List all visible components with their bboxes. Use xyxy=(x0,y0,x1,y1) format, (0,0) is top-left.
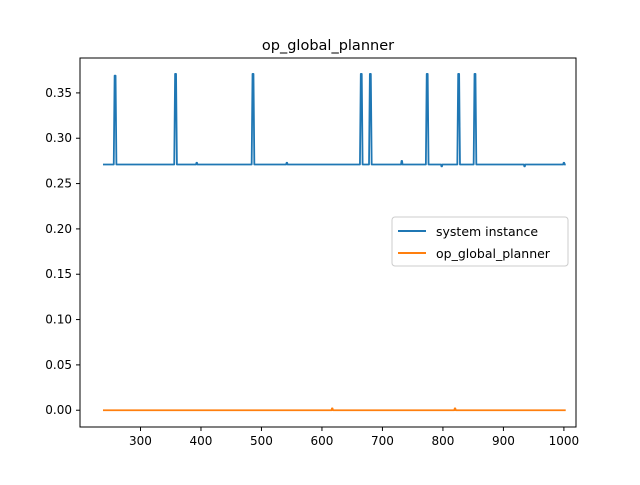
y-tick-label: 0.25 xyxy=(45,177,72,191)
legend-label-system-instance: system instance xyxy=(436,224,538,239)
y-tick-label: 0.20 xyxy=(45,222,72,236)
y-tick-label: 0.05 xyxy=(45,358,72,372)
x-tick-label: 900 xyxy=(492,434,515,448)
x-tick-label: 300 xyxy=(129,434,152,448)
x-tick-label: 600 xyxy=(310,434,333,448)
y-tick-label: 0.10 xyxy=(45,313,72,327)
y-tick-label: 0.35 xyxy=(45,86,72,100)
legend-label-op-global-planner: op_global_planner xyxy=(436,246,551,261)
x-tick-label: 700 xyxy=(371,434,394,448)
chart-title: op_global_planner xyxy=(262,38,394,54)
x-tick-label: 400 xyxy=(190,434,213,448)
y-tick-label: 0.15 xyxy=(45,267,72,281)
x-tick-label: 500 xyxy=(250,434,273,448)
y-tick-label: 0.30 xyxy=(45,131,72,145)
y-tick-label: 0.00 xyxy=(45,403,72,417)
x-tick-label: 1000 xyxy=(549,434,580,448)
legend: system instance op_global_planner xyxy=(392,217,568,266)
x-tick-label: 800 xyxy=(431,434,454,448)
